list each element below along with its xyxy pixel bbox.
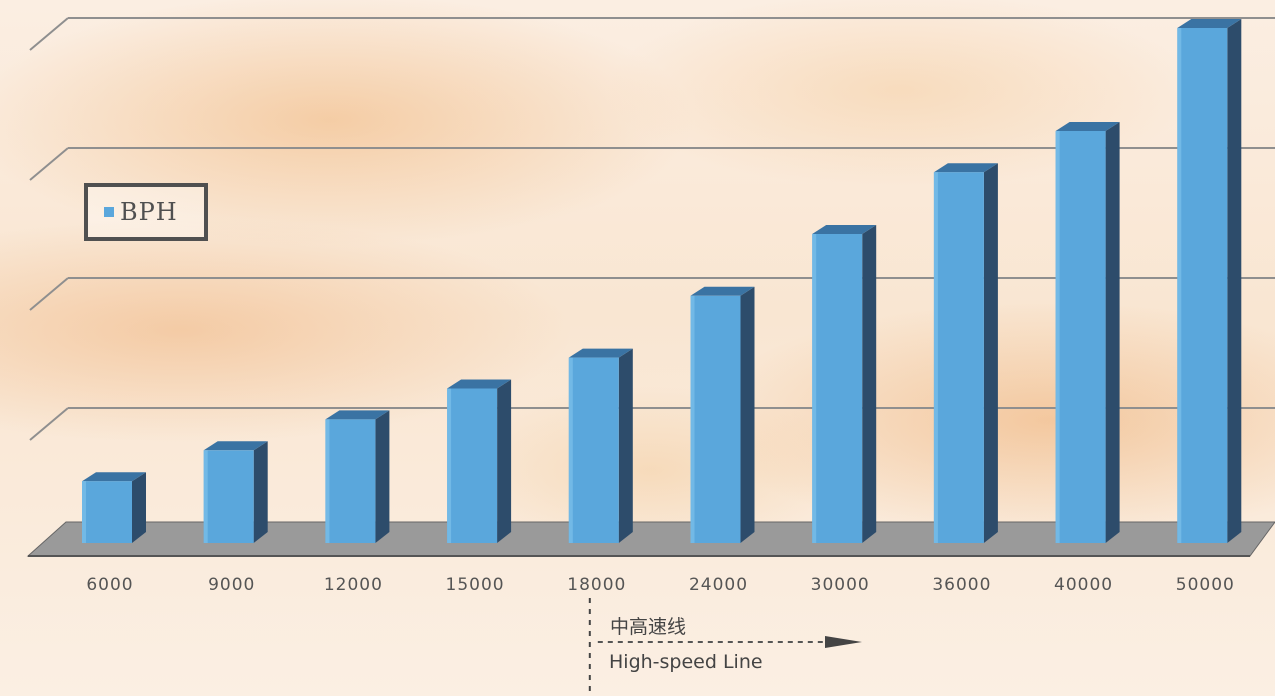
bar-36000: [933, 163, 998, 543]
gridline-slant: [29, 17, 69, 51]
bar-side: [618, 348, 633, 543]
bar-15000: [447, 379, 512, 543]
x-tick-labels: 6000 9000 12000 15000 18000 24000 30000 36000 40…: [86, 575, 1235, 595]
gridline-slant: [29, 407, 69, 441]
bar-30000: [812, 225, 877, 543]
x-tick-label: 18000: [567, 575, 626, 595]
marker-arrowhead: [825, 636, 862, 648]
x-tick-label: 15000: [446, 575, 505, 595]
bar-18000: [568, 348, 633, 543]
x-tick-label: 12000: [324, 575, 383, 595]
legend-label: BPH: [120, 198, 178, 226]
gridline-slant: [29, 277, 69, 311]
bar-front: [812, 234, 863, 543]
x-tick-label: 9000: [208, 575, 255, 595]
bar-highlight: [568, 357, 573, 543]
bar-side: [497, 379, 512, 543]
gridlines: [29, 17, 1275, 441]
bar-6000: [82, 472, 146, 543]
bar-highlight: [447, 388, 452, 543]
bar-side: [1227, 19, 1242, 543]
x-tick-label: 40000: [1054, 575, 1113, 595]
gridline-slant: [29, 147, 69, 181]
annotation-cn: 中高速线: [610, 616, 687, 638]
bars: [82, 19, 1242, 543]
bar-side: [862, 225, 877, 543]
bar-40000: [1055, 122, 1120, 543]
bar-top: [812, 225, 877, 234]
bar-12000: [325, 410, 390, 543]
bar-side: [253, 441, 268, 543]
x-tick-label: 36000: [932, 575, 991, 595]
bar-top: [933, 163, 998, 173]
annotation-en: High-speed Line: [609, 651, 763, 673]
bar-highlight: [812, 234, 817, 543]
bar-top: [690, 286, 755, 296]
bar-front: [82, 481, 132, 543]
bar-front: [325, 419, 376, 543]
bar-highlight: [325, 419, 330, 543]
bar-highlight: [1055, 131, 1060, 543]
bar-9000: [203, 441, 268, 543]
bar-highlight: [690, 295, 695, 543]
bar-front: [1055, 131, 1106, 543]
bar-top: [447, 379, 512, 389]
bar-front: [933, 172, 984, 543]
bar-side: [983, 163, 998, 543]
bar-top: [1177, 19, 1242, 28]
bar-top: [1055, 122, 1120, 131]
x-tick-label: 24000: [689, 575, 748, 595]
bar-highlight: [933, 172, 938, 543]
bar-side: [1105, 122, 1120, 543]
x-tick-label: 6000: [86, 575, 133, 595]
bar-top: [325, 410, 390, 420]
bar-front: [1177, 28, 1228, 543]
x-tick-label: 30000: [811, 575, 870, 595]
bar-side: [132, 472, 146, 543]
bar-front: [568, 357, 619, 543]
legend-swatch: [104, 207, 114, 217]
bar-top: [82, 472, 146, 482]
bar-top: [568, 348, 633, 358]
legend: BPH: [84, 183, 208, 241]
bar-highlight: [1177, 28, 1182, 543]
bar-highlight: [82, 481, 86, 543]
bar-side: [740, 286, 755, 543]
bar-front: [447, 388, 498, 543]
bar-side: [375, 410, 390, 543]
bar-50000: [1177, 19, 1242, 543]
bar-highlight: [203, 450, 208, 543]
bar-top: [203, 441, 268, 451]
bar-24000: [690, 286, 755, 543]
high-speed-line-marker: [588, 598, 862, 696]
bar-front: [690, 295, 741, 543]
x-tick-label: 50000: [1176, 575, 1235, 595]
bar-front: [203, 450, 254, 543]
